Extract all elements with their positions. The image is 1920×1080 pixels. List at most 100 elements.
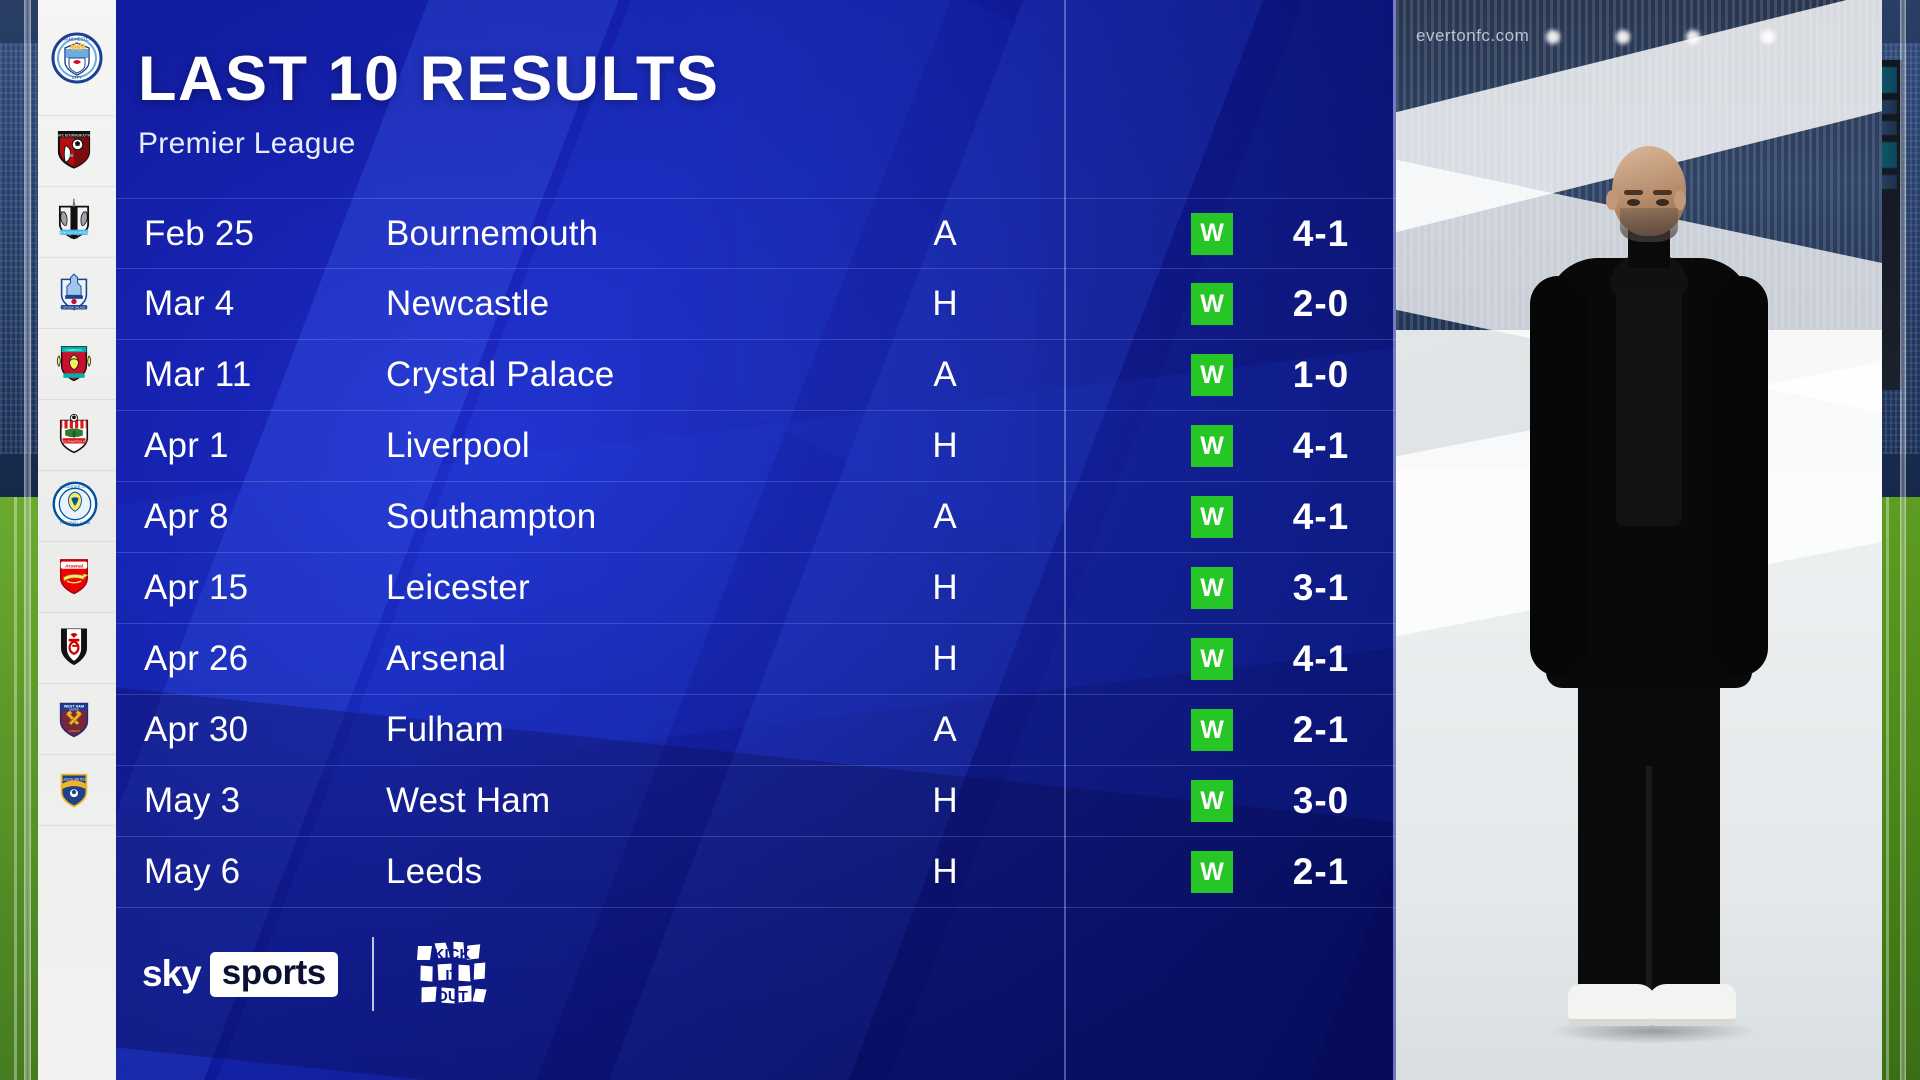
table-row: Apr 15 Leicester H W 3-1 — [116, 553, 1396, 624]
sidebar-crest-west-ham: WEST HAM UNITED LONDON — [38, 684, 116, 755]
bournemouth-crest-icon: AFC BOURNEMOUTH — [51, 125, 103, 177]
svg-text:SOUTHAMPTON FC: SOUTHAMPTON FC — [62, 439, 87, 443]
results-table: Feb 25 Bournemouth A W 4-1 Mar 4 Newcast… — [116, 198, 1396, 908]
figure-ear-left — [1606, 190, 1618, 210]
svg-text:IT: IT — [445, 967, 458, 984]
result-outcome-cell: W — [1178, 851, 1246, 893]
footer-logos: sky sports — [142, 930, 496, 1018]
result-score: 3-1 — [1292, 567, 1350, 608]
result-outcome-cell: W — [1178, 212, 1246, 255]
figure-brow-left — [1624, 190, 1643, 195]
sidebar-crest-leicester: LEICESTER CITY FOOTBALL CLUB — [38, 471, 116, 542]
manager-figure — [1524, 146, 1774, 1046]
stadium-banner-text: evertonfc.com — [1416, 26, 1530, 45]
result-opponent: Leicester — [386, 568, 530, 607]
arsenal-crest-icon: Arsenal — [51, 551, 103, 603]
figure-beard — [1620, 208, 1678, 242]
svg-text:OUT: OUT — [436, 988, 468, 1005]
result-outcome-cell: W — [1178, 638, 1246, 680]
svg-text:AFC BOURNEMOUTH: AFC BOURNEMOUTH — [58, 133, 91, 137]
manager-photo-panel: evertonfc.com — [1396, 0, 1882, 1080]
result-venue: A — [933, 497, 957, 536]
result-score: 4-1 — [1292, 638, 1350, 679]
result-outcome-cell: W — [1178, 496, 1246, 538]
results-panel: LAST 10 RESULTS Premier League Feb 25 Bo… — [116, 0, 1396, 1080]
sidebar-crest-southampton: SOUTHAMPTON FC — [38, 400, 116, 471]
result-date: Apr 30 — [144, 710, 249, 749]
svg-text:UNITED: UNITED — [69, 708, 79, 712]
pitch-line — [14, 496, 17, 1080]
win-badge: W — [1191, 496, 1233, 538]
svg-text:LIVERPOOL: LIVERPOOL — [65, 348, 82, 352]
table-row: May 6 Leeds H W 2-1 — [116, 837, 1396, 908]
result-score: 3-0 — [1292, 780, 1350, 821]
figure-leg-split — [1646, 766, 1652, 996]
result-date: Feb 25 — [144, 213, 255, 253]
table-row: Apr 30 Fulham A W 2-1 — [116, 695, 1396, 766]
result-venue: H — [932, 568, 958, 607]
svg-text:FOOTBALL CLUB: FOOTBALL CLUB — [60, 521, 91, 525]
result-outcome-cell: W — [1178, 425, 1246, 467]
win-badge: W — [1191, 354, 1233, 396]
svg-text:NEWCASTLE UNITED: NEWCASTLE UNITED — [60, 231, 88, 235]
win-badge: W — [1191, 851, 1233, 893]
svg-text:CITY: CITY — [72, 75, 82, 80]
table-row: Apr 26 Arsenal H W 4-1 — [116, 624, 1396, 695]
result-score: 2-1 — [1292, 709, 1350, 750]
sidebar-crest-bournemouth: AFC BOURNEMOUTH — [38, 116, 116, 187]
win-badge: W — [1191, 212, 1233, 255]
pitch-line — [1886, 496, 1889, 1080]
result-venue: A — [933, 355, 957, 394]
result-opponent: Crystal Palace — [386, 355, 615, 394]
sidebar-crest-fulham — [38, 613, 116, 684]
result-score: 2-0 — [1292, 283, 1350, 324]
result-date: Apr 1 — [144, 426, 229, 465]
win-badge: W — [1191, 567, 1233, 609]
result-opponent: Leeds — [386, 852, 483, 891]
result-outcome-cell: W — [1178, 283, 1246, 325]
result-score: 2-1 — [1292, 851, 1350, 892]
glass-mullion — [1900, 0, 1906, 1080]
sidebar-crest-manchester-city: MANCHESTER CITY — [38, 0, 116, 116]
table-row: Mar 4 Newcastle H W 2-0 — [116, 269, 1396, 340]
result-date: Apr 26 — [144, 639, 249, 678]
svg-text:LEICESTER CITY: LEICESTER CITY — [60, 485, 90, 489]
result-date: Mar 4 — [144, 284, 235, 323]
figure-arm-right — [1710, 276, 1768, 676]
fulham-crest-icon — [51, 622, 103, 674]
kick-it-out-logo: KICK IT OUT — [408, 930, 496, 1018]
result-venue: H — [932, 284, 958, 323]
result-opponent: Bournemouth — [386, 213, 599, 253]
sidebar-crest-newcastle: NEWCASTLE UNITED — [38, 187, 116, 258]
figure-ear-right — [1674, 190, 1686, 210]
figure-jacket-lapel — [1616, 276, 1682, 526]
result-score: 4-1 — [1292, 496, 1350, 537]
win-badge: W — [1191, 780, 1233, 822]
liverpool-crest-icon: LIVERPOOL — [51, 338, 103, 390]
figure-arm-left — [1530, 276, 1588, 676]
sidebar-crest-arsenal: Arsenal — [38, 542, 116, 613]
svg-text:LONDON: LONDON — [68, 729, 79, 733]
result-outcome-cell: W — [1178, 354, 1246, 396]
figure-shoe-right — [1648, 984, 1736, 1026]
panel-edge — [1393, 0, 1396, 1080]
svg-text:KICK: KICK — [433, 946, 470, 963]
sidebar-crest-liverpool: LIVERPOOL — [38, 329, 116, 400]
result-date: Apr 15 — [144, 568, 249, 607]
sidebar-crest-leeds: LEEDS UNITED — [38, 755, 116, 826]
table-row: May 3 West Ham H W 3-0 — [116, 766, 1396, 837]
table-row: Mar 11 Crystal Palace A W 1-0 — [116, 340, 1396, 411]
result-outcome-cell: W — [1178, 567, 1246, 609]
result-score: 4-1 — [1292, 212, 1350, 254]
svg-text:Arsenal: Arsenal — [65, 563, 84, 569]
figure-eye-left — [1627, 199, 1640, 206]
page-subtitle: Premier League — [138, 127, 356, 160]
result-date: May 6 — [144, 852, 241, 891]
result-opponent: Arsenal — [386, 639, 507, 678]
sky-sports-logo: sky sports — [142, 951, 338, 997]
result-venue: H — [932, 639, 958, 678]
result-venue: H — [932, 781, 958, 820]
crystal-palace-crest-icon: CRYSTAL PALACE — [51, 267, 103, 319]
result-outcome-cell: W — [1178, 780, 1246, 822]
